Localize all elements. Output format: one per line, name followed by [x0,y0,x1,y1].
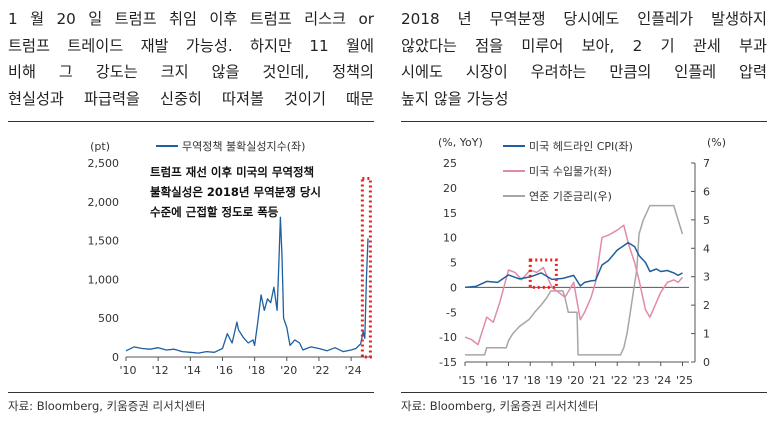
trade-policy-uncertainty-chart: (pt) 0 500 1,000 1,500 2,000 2,500 '10 '12 '14 '16… [88,140,372,377]
y-unit-label: (pt) [90,140,110,153]
x-tick-label: '21 [589,374,606,387]
highlight-box-2018 [528,258,558,289]
left-y-tick-label: -15 [439,356,457,369]
series-line-cpi [464,241,683,289]
legend-label-fed-rate: 연준 기준금리(우) [529,190,612,203]
right-headline-line: 2018 년 무역분쟁 당시에도 인플레가 발생하지 [401,10,767,28]
right-headline-line: 않았다는 점을 미루어 보아, 2 기 관세 부과 [401,36,767,55]
y-tick-label: 1,000 [88,273,120,286]
x-tick-label: '18 [248,364,265,377]
left-y-unit-label: (%, YoY) [438,136,483,149]
x-tick-label: '20 [280,364,297,377]
y-tick-label: 500 [98,312,119,325]
right-bottom-rule [401,392,767,393]
left-y-tick-label: 10 [443,232,457,245]
x-tick-label: '18 [524,374,541,387]
left-headline-line: 트럼프 트레이드 재발 가능성. 하지만 11 월에 [8,36,374,55]
highlight-box-2024 [360,177,372,359]
right-top-rule [401,121,767,122]
y-tick-label: 0 [112,351,119,364]
annotation-text: 수준에 근접할 정도로 폭등 [150,205,279,219]
legend-label-uncertainty: 무역정책 불확실성지수(좌) [182,140,305,153]
right-y-unit-label: (%) [707,136,726,149]
x-tick-label: '24 [654,374,671,387]
right-y-tick-label: 4 [703,242,710,255]
left-y-tick-label: -10 [439,331,457,344]
right-headline-line: 높지 않을 가능성 [401,89,509,108]
right-y-tick-label: 0 [703,356,710,369]
x-tick-label: '16 [480,374,497,387]
x-tick-label: '10 [119,364,136,377]
x-tick-label: '17 [502,374,519,387]
right-y-tick-label: 3 [703,271,710,284]
right-source-note: 자료: Bloomberg, 키움증권 리서치센터 [401,399,599,413]
left-y-tick-label: -5 [446,306,457,319]
y-tick-label: 2,000 [88,196,120,209]
x-tick-label: '23 [632,374,649,387]
y-tick-label: 2,500 [88,157,120,170]
series-line-fed-rate [465,204,684,356]
left-y-tick-label: 0 [450,281,457,294]
right-y-tick-label: 1 [703,328,710,341]
x-tick-label: '19 [545,374,562,387]
y-tick-label: 1,500 [88,235,120,248]
left-headline-line: 비해 그 강도는 크지 않을 것인데, 정책의 [8,63,374,81]
right-y-tick-label: 7 [703,157,710,170]
left-bottom-rule [8,392,374,393]
x-tick-label: '22 [611,374,628,387]
right-y-tick-label: 6 [703,185,710,198]
x-tick-label: '14 [184,364,201,377]
left-top-rule [8,121,374,122]
left-y-tick-label: 25 [443,157,457,170]
left-headline-line: 1 월 20 일 트럼프 취임 이후 트럼프 리스크 or [8,10,374,28]
legend-label-import-price: 미국 수입물가(좌) [529,165,612,178]
x-tick-label: '16 [216,364,233,377]
left-y-tick-label: 15 [443,207,457,220]
annotation-text: 불확실성은 2018년 무역분쟁 당시 [150,185,321,199]
cpi-import-price-fed-rate-chart: (%, YoY) (%) -15 -10 -5 0 5 10 15 20 25 0 1 2 3 4 5 6 7 '15… [438,136,726,387]
series-line-uncertainty [125,216,369,354]
legend-label-cpi: 미국 헤드라인 CPI(좌) [529,140,633,153]
left-panel: 1 월 20 일 트럼프 취임 이후 트럼프 리스크 or 트럼프 트레이드 재… [0,0,380,436]
right-y-tick-label: 5 [703,214,710,227]
right-panel: 2018 년 무역분쟁 당시에도 인플레가 발생하지 않았다는 점을 미루어 보… [393,0,773,436]
right-headline-line: 시에도 시장이 우려하는 만큼의 인플레 압력 [401,63,767,81]
annotation-text: 트럼프 재선 이후 미국의 무역정책 [150,165,314,179]
x-tick-label: '24 [345,364,362,377]
left-y-tick-label: 20 [443,182,457,195]
x-tick-label: '22 [312,364,329,377]
left-y-tick-label: 5 [450,257,457,270]
left-headline-line: 현실성과 파급력을 신중히 따져볼 것이기 때문 [8,89,374,108]
left-headline: 1 월 20 일 트럼프 취임 이후 트럼프 리스크 or 트럼프 트레이드 재… [8,6,374,118]
right-y-tick-label: 2 [703,299,710,312]
x-tick-label: '25 [676,374,693,387]
x-tick-label: '15 [458,374,475,387]
right-headline: 2018 년 무역분쟁 당시에도 인플레가 발생하지 않았다는 점을 미루어 보… [401,6,767,118]
x-tick-label: '12 [152,364,169,377]
left-source-note: 자료: Bloomberg, 키움증권 리서치센터 [8,399,206,413]
x-tick-label: '20 [567,374,584,387]
series-line-import-price [464,224,684,346]
